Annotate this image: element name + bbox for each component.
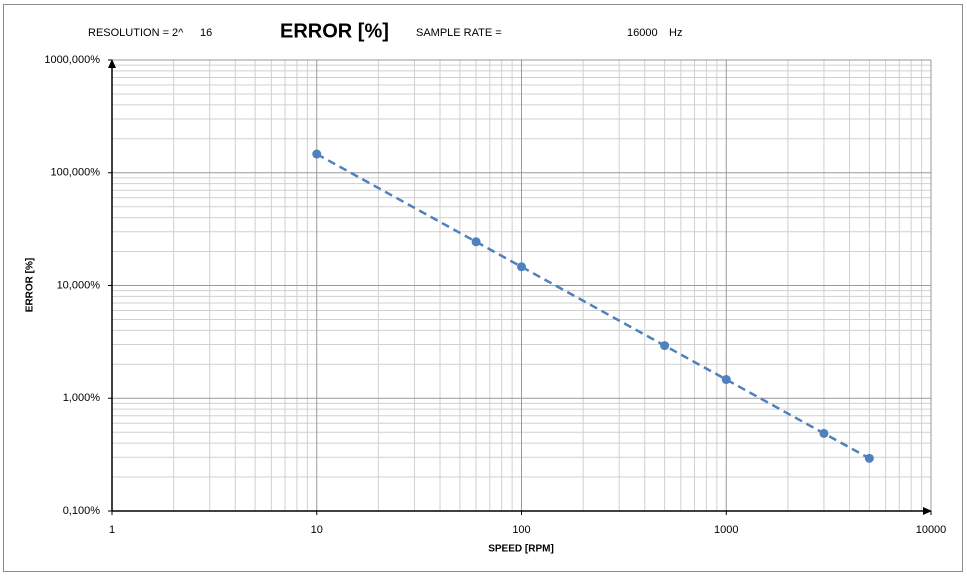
x-axis-arrow [923,507,932,515]
y-axis-arrow [108,59,116,68]
x-tick-label: 10000 [916,524,947,536]
data-point [471,237,481,247]
sample-rate-value: 16000 [627,27,658,39]
x-tick-label: 100 [512,524,530,536]
data-point [517,262,526,272]
chart-title: ERROR [%] [280,20,389,42]
data-point [864,453,874,463]
data-point [819,428,829,438]
sample-rate-unit: Hz [669,27,682,39]
y-tick-label: 0,100% [63,505,101,517]
data-point [312,149,322,159]
y-tick-label: 10,000% [57,279,101,291]
data-point [660,341,670,351]
y-axis-label: ERROR [%] [25,258,36,312]
y-tick-label: 1,000% [63,392,101,404]
chart-frame [3,4,963,572]
y-tick-label: 1000,000% [44,54,100,66]
data-point [721,375,731,385]
x-tick-label: 1 [109,524,115,536]
resolution-bits: 16 [200,27,212,39]
x-tick-label: 1000 [714,524,738,536]
x-tick-label: 10 [311,524,323,536]
sample-rate-label: SAMPLE RATE = [416,27,502,39]
x-axis-label: SPEED [RPM] [488,544,554,555]
y-tick-label: 100,000% [50,167,100,179]
resolution-label: RESOLUTION = 2^ [88,27,184,39]
